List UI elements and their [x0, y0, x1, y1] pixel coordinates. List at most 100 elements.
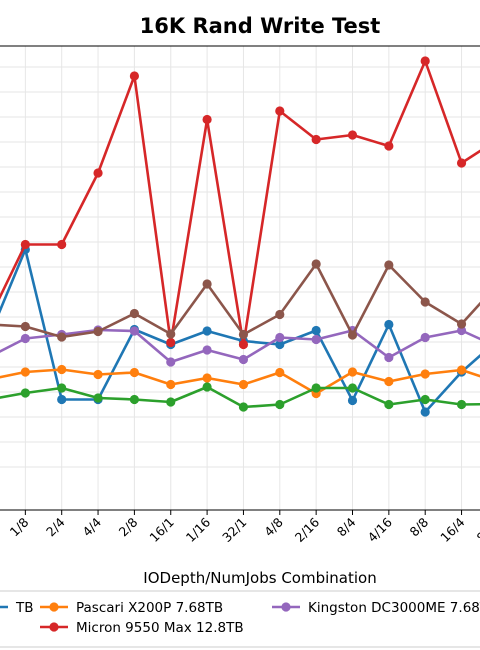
data-point	[420, 407, 430, 417]
x-tick-label: 4/8	[261, 514, 286, 539]
legend-item: Pascari X200P 7.68TB	[40, 600, 223, 616]
data-point	[166, 329, 176, 339]
x-tick-label: 8/8	[406, 514, 431, 539]
legend-label: Micron 9550 Max 12.8TB	[76, 620, 244, 636]
data-point	[420, 56, 430, 66]
data-point	[238, 339, 249, 350]
data-point	[57, 239, 67, 250]
x-tick-label: 4/4	[79, 514, 104, 539]
data-point	[20, 367, 30, 377]
data-point	[456, 319, 467, 329]
legend-label: TB	[15, 600, 34, 616]
data-point	[93, 168, 103, 178]
legend-swatch-marker	[281, 602, 291, 612]
data-point	[275, 106, 285, 116]
data-point	[57, 394, 67, 405]
data-point	[275, 367, 285, 378]
data-point	[275, 309, 285, 320]
data-point	[275, 399, 285, 410]
data-point	[384, 319, 394, 330]
data-point	[238, 329, 249, 340]
data-point	[456, 158, 467, 168]
data-point	[311, 383, 321, 393]
data-point	[166, 357, 176, 367]
data-point	[420, 369, 430, 379]
x-tick-label: 2/16	[292, 514, 322, 544]
data-point	[275, 332, 285, 343]
x-tick-label: 16/4	[437, 514, 467, 544]
data-point	[20, 321, 30, 332]
legend-item: TB	[0, 600, 34, 616]
data-point	[347, 130, 358, 140]
data-point	[347, 395, 358, 406]
legend-item: Kingston DC3000ME 7.68TB	[272, 600, 480, 616]
x-tick-label: 32/1	[219, 515, 249, 545]
data-point	[93, 393, 103, 403]
data-point	[238, 354, 249, 365]
data-point	[384, 260, 394, 270]
legend-item: Micron 9550 Max 12.8TB	[40, 620, 244, 636]
data-point	[57, 364, 67, 375]
data-point	[129, 326, 139, 336]
data-point	[384, 352, 394, 363]
data-point	[238, 379, 249, 390]
data-point	[456, 399, 467, 410]
data-point	[202, 114, 212, 125]
x-tick-label: 4/16	[365, 514, 395, 544]
data-point	[57, 383, 67, 393]
data-point	[311, 134, 321, 145]
data-point	[456, 325, 467, 336]
data-point	[347, 330, 358, 340]
data-point	[166, 379, 176, 390]
data-point	[238, 402, 249, 412]
data-point	[202, 382, 212, 392]
axes-frame	[0, 45, 480, 511]
data-point	[20, 388, 30, 398]
legend-label: Kingston DC3000ME 7.68TB	[308, 600, 480, 616]
data-point	[129, 308, 139, 319]
data-point	[129, 71, 139, 81]
data-point	[202, 326, 212, 336]
x-tick-label: 2/8	[116, 514, 141, 539]
data-point	[93, 369, 103, 380]
data-point	[384, 141, 394, 151]
data-point	[347, 367, 358, 377]
data-point	[311, 325, 321, 336]
data-point	[420, 297, 430, 307]
data-point	[202, 373, 212, 383]
data-point	[166, 337, 176, 348]
series-line	[0, 59, 480, 346]
legend-label: Pascari X200P 7.68TB	[76, 600, 223, 616]
plot-area: 1/11/82/44/42/816/11/1632/14/82/168/44/1…	[0, 45, 480, 545]
x-tick-label: 1/8	[7, 514, 32, 539]
data-point	[20, 239, 30, 250]
series-4	[0, 382, 480, 412]
data-point	[347, 383, 358, 393]
x-tick-label: 8/16	[474, 514, 480, 544]
data-point	[202, 345, 212, 355]
data-point	[129, 367, 139, 378]
series-5	[0, 259, 480, 342]
legend-swatch-marker	[49, 602, 59, 612]
legend: TB Pascari X200P 7.68TB Kingston DC3000ME …	[0, 600, 480, 636]
data-point	[129, 394, 139, 405]
data-point	[202, 279, 212, 289]
data-point	[166, 397, 176, 407]
data-point	[93, 326, 103, 337]
x-axis-label: IODepth/NumJobs Combination	[143, 569, 376, 587]
chart-title: 16K Rand Write Test	[140, 14, 381, 38]
legend-swatch-marker	[49, 622, 59, 632]
data-point	[384, 376, 394, 387]
data-point	[311, 259, 321, 269]
x-tick-label: 1/16	[183, 514, 213, 544]
data-point	[420, 394, 430, 405]
x-tick-label: 2/4	[43, 514, 68, 539]
x-tick-label: 16/1	[146, 515, 176, 545]
data-point	[275, 339, 285, 350]
legend-frame	[0, 590, 480, 648]
x-tick-label: 8/4	[334, 514, 359, 539]
data-point	[311, 334, 321, 345]
data-point	[20, 333, 30, 344]
data-point	[57, 332, 67, 342]
